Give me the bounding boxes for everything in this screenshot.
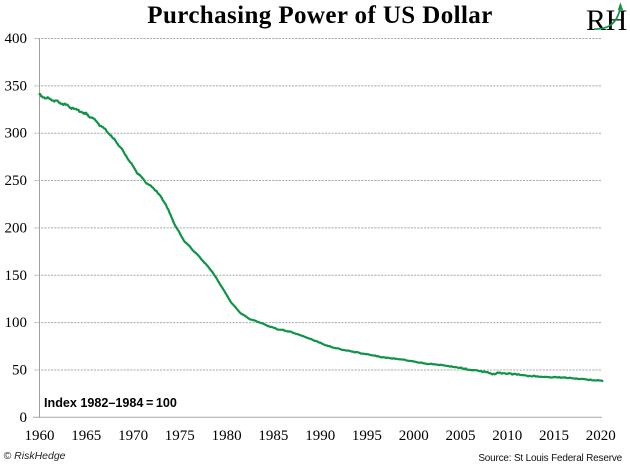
svg-text:2015: 2015 bbox=[539, 428, 569, 444]
svg-text:0: 0 bbox=[20, 410, 28, 426]
svg-text:© RiskHedge: © RiskHedge bbox=[4, 450, 66, 462]
svg-text:1960: 1960 bbox=[25, 428, 55, 444]
svg-text:1995: 1995 bbox=[352, 428, 382, 444]
svg-text:1980: 1980 bbox=[212, 428, 242, 444]
svg-text:1985: 1985 bbox=[258, 428, 288, 444]
svg-text:350: 350 bbox=[5, 78, 28, 94]
svg-text:100: 100 bbox=[5, 315, 28, 331]
svg-text:Purchasing Power of US Dollar: Purchasing Power of US Dollar bbox=[147, 2, 492, 29]
svg-text:50: 50 bbox=[12, 362, 27, 378]
svg-text:Source: St Louis Federal Reser: Source: St Louis Federal Reserve bbox=[478, 453, 622, 464]
svg-text:2005: 2005 bbox=[446, 428, 476, 444]
svg-text:2010: 2010 bbox=[492, 428, 522, 444]
svg-text:1965: 1965 bbox=[71, 428, 101, 444]
svg-text:2000: 2000 bbox=[399, 428, 429, 444]
svg-text:400: 400 bbox=[5, 31, 28, 47]
svg-text:1970: 1970 bbox=[118, 428, 148, 444]
svg-text:300: 300 bbox=[5, 126, 28, 142]
svg-text:150: 150 bbox=[5, 268, 28, 284]
svg-text:2020: 2020 bbox=[586, 428, 616, 444]
svg-text:250: 250 bbox=[5, 173, 28, 189]
svg-text:Index 1982–1984 = 100: Index 1982–1984 = 100 bbox=[44, 396, 177, 410]
svg-text:200: 200 bbox=[5, 220, 28, 236]
svg-text:1990: 1990 bbox=[305, 428, 335, 444]
svg-text:1975: 1975 bbox=[165, 428, 195, 444]
